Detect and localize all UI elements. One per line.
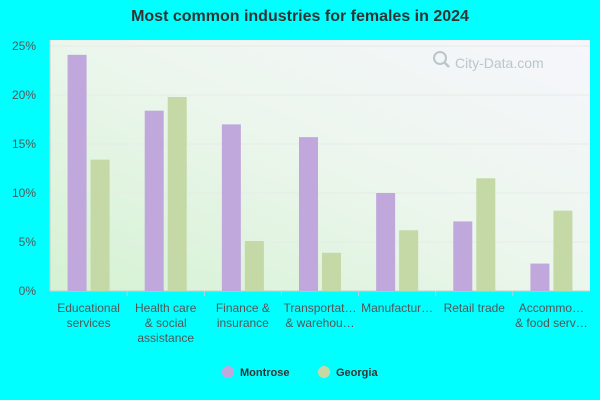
y-tick-label: 25% — [12, 39, 36, 53]
watermark-text: City-Data.com — [455, 55, 544, 71]
x-category-label: Educational services — [57, 301, 120, 330]
x-category-label: Finance & insurance — [216, 301, 270, 330]
bar-montrose[interactable] — [221, 124, 241, 292]
x-category-label: Manufactur… — [361, 301, 433, 315]
bar-georgia[interactable] — [244, 241, 264, 291]
x-category-label: Accommo… & food serv… — [515, 301, 588, 330]
watermark: City-Data.com — [433, 51, 544, 71]
legend-swatch-montrose — [222, 366, 234, 378]
bar-montrose[interactable] — [144, 110, 164, 292]
bar-montrose[interactable] — [453, 221, 473, 291]
bar-georgia[interactable] — [90, 159, 110, 291]
y-tick-label: 5% — [19, 235, 37, 249]
bar-montrose[interactable] — [530, 263, 550, 291]
y-tick-label: 20% — [12, 88, 36, 102]
bar-georgia[interactable] — [167, 96, 187, 292]
x-category-label: Transportat… & warehou… — [284, 301, 357, 330]
legend-label-georgia: Georgia — [336, 367, 378, 379]
x-category-label: Retail trade — [444, 301, 506, 315]
bar-montrose[interactable] — [376, 193, 396, 291]
chart-title: Most common industries for females in 20… — [131, 8, 469, 25]
watermark-magnifier-icon — [433, 51, 450, 68]
y-tick-label: 15% — [12, 137, 36, 151]
legend-label-montrose: Montrose — [240, 367, 290, 379]
plot-area — [50, 40, 590, 291]
bar-georgia[interactable] — [399, 230, 419, 291]
y-tick-label: 0% — [19, 284, 37, 298]
legend-swatch-georgia — [318, 366, 330, 378]
x-category-label: Health care & social assistance — [135, 301, 197, 345]
y-tick-label: 10% — [12, 186, 36, 200]
bar-georgia[interactable] — [322, 252, 341, 291]
bar-montrose[interactable] — [299, 137, 318, 291]
bar-georgia[interactable] — [553, 210, 573, 291]
bar-georgia[interactable] — [476, 178, 496, 291]
bar-montrose[interactable] — [67, 54, 87, 291]
